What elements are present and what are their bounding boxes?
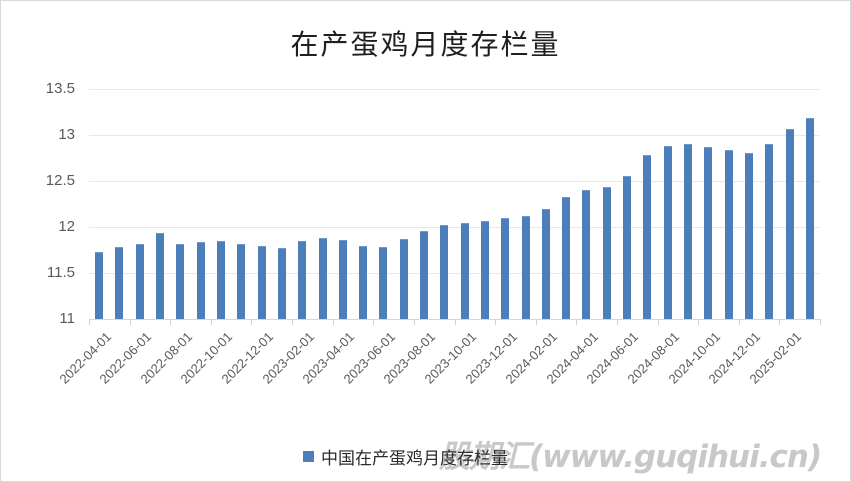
- x-axis-tick: [210, 319, 212, 325]
- x-axis-tick: [373, 319, 375, 325]
- watermark: 股期汇(www.guqihui.cn): [439, 439, 822, 475]
- x-axis-tick: [332, 319, 334, 325]
- gridline: [89, 181, 820, 182]
- gridline: [89, 135, 820, 136]
- x-axis-tick: [698, 319, 700, 325]
- bar-2022-05: [115, 247, 124, 319]
- x-axis-tick: [413, 319, 415, 325]
- bar-2024-01: [521, 215, 530, 319]
- y-axis-label-13: 13: [58, 126, 75, 143]
- gridline: [89, 227, 820, 228]
- x-axis-tick: [738, 319, 740, 325]
- bar-2024-02: [541, 208, 550, 319]
- bar-2023-01: [277, 248, 286, 319]
- bar-2023-09: [440, 225, 449, 319]
- bar-2025-02: [785, 129, 794, 319]
- x-axis-tick: [251, 319, 253, 325]
- gridline: [89, 273, 820, 274]
- chart-title: 在产蛋鸡月度存栏量: [290, 28, 561, 61]
- bar-2022-12: [257, 246, 266, 319]
- bar-2022-04: [95, 251, 104, 319]
- bar-2024-04: [582, 190, 591, 319]
- bar-2023-04: [338, 239, 347, 319]
- y-axis-label-12: 12: [58, 218, 75, 235]
- x-axis-tick: [657, 319, 659, 325]
- plot-area: [89, 89, 821, 325]
- x-axis-tick: [454, 319, 456, 325]
- x-axis-tick: [129, 319, 131, 325]
- x-axis-tick: [820, 319, 821, 325]
- bar-2023-10: [460, 223, 469, 319]
- x-axis-tick: [779, 319, 781, 325]
- bar-2023-02: [298, 240, 307, 319]
- bar-2024-03: [562, 196, 571, 319]
- y-axis-label-13.5: 13.5: [45, 80, 75, 97]
- x-axis-tick: [535, 319, 537, 325]
- bar-2023-12: [501, 217, 510, 319]
- x-axis-tick: [576, 319, 578, 325]
- bar-2024-05: [602, 186, 611, 319]
- bar-2022-06: [135, 244, 144, 319]
- bar-2022-09: [196, 241, 205, 319]
- x-axis-tick: [616, 319, 618, 325]
- y-axis-label-11: 11: [59, 310, 75, 327]
- bar-2024-07: [643, 155, 652, 319]
- bar-2024-10: [704, 146, 713, 319]
- bar-2025-01: [765, 144, 774, 319]
- bar-2024-06: [623, 176, 632, 319]
- y-axis-label-11.5: 11.5: [46, 264, 75, 281]
- x-axis-tick: [89, 319, 90, 325]
- bar-2023-08: [420, 230, 429, 319]
- bar-2023-03: [318, 238, 327, 319]
- bar-2022-10: [216, 240, 225, 319]
- bar-2024-12: [744, 153, 753, 319]
- x-axis-tick: [292, 319, 294, 325]
- x-axis-tick: [495, 319, 497, 325]
- bar-2024-08: [663, 146, 672, 319]
- bar-2024-11: [724, 149, 733, 319]
- bar-2023-06: [379, 247, 388, 319]
- y-axis-label-12.5: 12.5: [45, 172, 75, 189]
- x-axis-tick: [170, 319, 172, 325]
- legend-label: 中国在产蛋鸡月度存栏量: [321, 449, 508, 469]
- bar-2022-08: [176, 243, 185, 319]
- bar-2022-07: [156, 232, 165, 319]
- bar-2025-03: [805, 117, 814, 319]
- gridline: [89, 89, 820, 90]
- bar-2024-09: [684, 144, 692, 319]
- bar-2023-11: [480, 221, 489, 319]
- bar-2023-07: [399, 238, 408, 319]
- bar-2023-05: [359, 246, 368, 319]
- bar-2022-11: [237, 244, 246, 319]
- legend: 中国在产蛋鸡月度存栏量: [1, 444, 830, 469]
- legend-swatch-icon: [303, 451, 314, 462]
